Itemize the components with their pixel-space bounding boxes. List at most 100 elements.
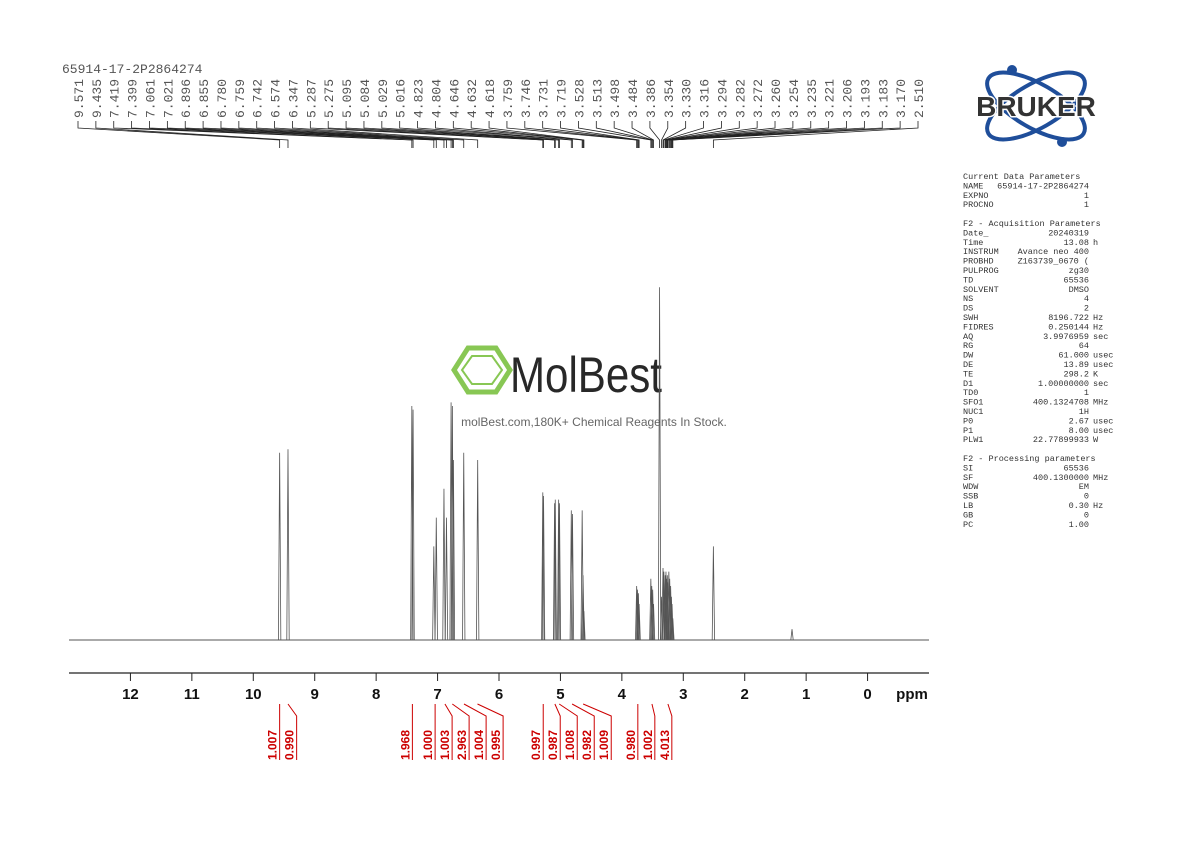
peak-label-leader: [712, 121, 919, 148]
peak-label-leader: [309, 121, 544, 148]
x-tick-label: 3: [679, 686, 687, 703]
parameter-name: PROBHD: [963, 257, 994, 267]
parameter-value: 1.00: [1069, 520, 1089, 530]
integral-leader: [444, 703, 453, 760]
parameter-value: 2: [1084, 304, 1089, 314]
parameter-unit: K: [1093, 369, 1099, 379]
parameter-name: SOLVENT: [963, 285, 999, 295]
integral-label: 0.980: [624, 730, 638, 760]
peak-label-leader: [661, 121, 669, 148]
parameter-value: 0.250144: [1048, 322, 1089, 332]
parameter-value: 1H: [1079, 407, 1089, 417]
peak: [432, 546, 436, 641]
parameter-unit: sec: [1093, 332, 1108, 342]
peak: [582, 611, 586, 641]
peak-label-leader: [524, 121, 638, 148]
peak-label: 7.399: [126, 79, 141, 118]
parameter-name: TD: [963, 275, 973, 285]
integral-label: 0.990: [283, 730, 297, 760]
peak-label-leader: [560, 121, 640, 148]
x-tick-label: 10: [245, 686, 262, 703]
peak: [557, 499, 561, 641]
parameter-name: NS: [963, 294, 973, 304]
peak: [661, 567, 665, 641]
peak-label-leader: [131, 121, 414, 148]
peak-label-leader: [506, 121, 638, 148]
peak: [651, 603, 656, 641]
integral-leader: [554, 703, 561, 760]
parameter-value: Z163739_0670 (: [1018, 257, 1089, 267]
x-tick-label: 11: [184, 686, 200, 703]
peak: [569, 510, 573, 641]
parameter-value: EM: [1079, 482, 1089, 492]
peak-label-leader: [631, 121, 654, 148]
peak: [476, 459, 480, 641]
parameter-name: SF: [963, 473, 973, 483]
integral-label: 1.008: [563, 730, 577, 760]
x-tick-label: 12: [122, 686, 139, 703]
integral-label: 0.997: [529, 730, 543, 760]
peak-label-leader: [149, 121, 435, 148]
parameter-value: 61.000: [1058, 351, 1089, 361]
peak-label: 3.235: [805, 79, 820, 118]
x-tick-label: 7: [433, 686, 441, 703]
integral-label: 1.968: [398, 730, 412, 760]
peak-label: 3.386: [644, 79, 659, 118]
bruker-logo: BRUKER: [975, 65, 1097, 147]
peak-label: 3.354: [662, 79, 677, 118]
parameter-value: 0: [1084, 492, 1089, 502]
peak-label: 7.021: [161, 79, 176, 118]
parameter-name: TE: [963, 369, 973, 379]
watermark-tagline: molBest.com,180K+ Chemical Reagents In S…: [461, 415, 727, 429]
parameter-unit: h: [1093, 238, 1098, 248]
peak: [450, 405, 454, 641]
logo-dot: [1007, 65, 1017, 75]
peak-label-leader: [256, 121, 454, 148]
x-tick-label: 9: [311, 686, 319, 703]
peak-label: 3.221: [823, 79, 838, 118]
parameter-unit: MHz: [1093, 473, 1108, 483]
parameter-value: 13.89: [1063, 360, 1089, 370]
peak-label-leader: [663, 121, 704, 148]
parameter-unit: usec: [1093, 360, 1113, 370]
peak-label-leader: [202, 121, 447, 148]
peak-label-leader: [166, 121, 437, 148]
parameter-name: SI: [963, 463, 973, 473]
peak-label: 3.746: [519, 79, 534, 118]
peak: [442, 488, 446, 641]
parameter-value: 20240319: [1048, 228, 1089, 238]
integral-label: 1.003: [438, 730, 452, 760]
peak-label: 3.513: [590, 79, 605, 118]
peak-label: 3.719: [555, 79, 570, 118]
parameter-value: 1.00000000: [1038, 379, 1089, 389]
integral-label: 0.982: [580, 730, 594, 760]
peak-label-leader: [220, 121, 452, 148]
parameter-name: DE: [963, 360, 973, 370]
parameter-name: P0: [963, 416, 973, 426]
parameter-value: 2.67: [1069, 416, 1089, 426]
parameter-value: 22.77899933: [1033, 435, 1089, 445]
sample-id: 65914-17-2P2864274: [62, 62, 203, 77]
parameter-name: P1: [963, 426, 973, 436]
parameter-name: D1: [963, 379, 973, 389]
peak-label: 4.823: [412, 79, 427, 118]
parameter-value: 0: [1084, 510, 1089, 520]
x-axis-label: ppm: [896, 686, 928, 703]
parameter-unit: Hz: [1093, 501, 1103, 511]
peak-label-leader: [435, 121, 573, 148]
peak: [637, 603, 641, 641]
parameter-name: PULPROG: [963, 266, 999, 276]
integral-label: 4.013: [658, 730, 672, 760]
peak-label: 3.294: [715, 79, 730, 118]
integral-label: 1.000: [421, 730, 435, 760]
peak-label: 6.896: [179, 79, 194, 118]
parameter-name: PLW1: [963, 435, 983, 445]
peak-label-leader: [327, 121, 544, 148]
peak: [670, 603, 674, 641]
x-tick-label: 1: [802, 686, 810, 703]
parameter-name: SFO1: [963, 398, 983, 408]
parameter-value: 1: [1084, 200, 1089, 210]
logo-dot: [1057, 137, 1067, 147]
peak-label-leader: [649, 121, 660, 148]
